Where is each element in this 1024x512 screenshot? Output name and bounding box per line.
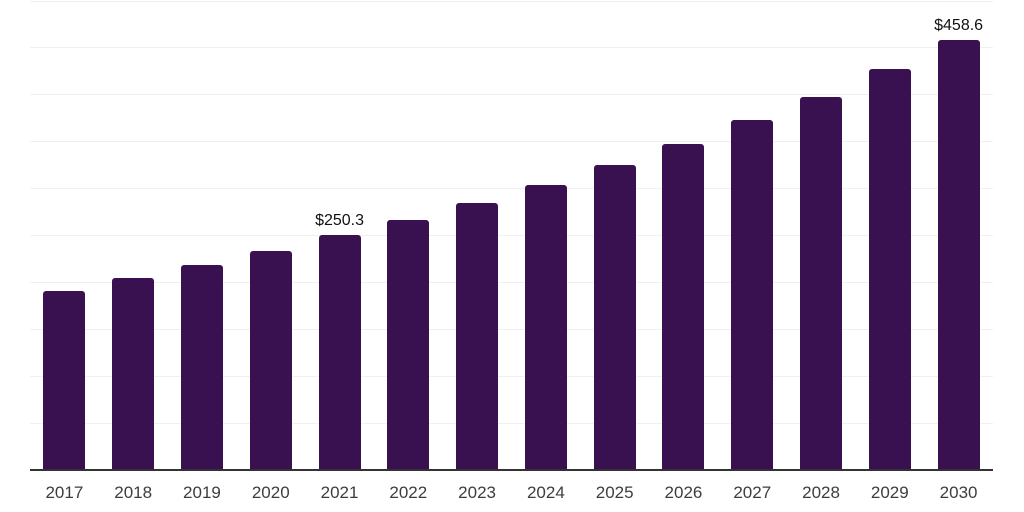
gridline-y-300 <box>30 188 993 190</box>
bar-2019[interactable] <box>180 264 223 470</box>
bar-2028[interactable] <box>800 96 843 470</box>
gridline-y-100 <box>30 375 993 377</box>
bar-2018[interactable] <box>112 278 155 470</box>
x-tick-label-2027: 2027 <box>733 483 772 502</box>
x-tick-label-2023: 2023 <box>458 483 497 502</box>
bar-2023[interactable] <box>456 203 499 470</box>
data-label-2030: $458.6 <box>934 16 984 34</box>
gridline-y-50 <box>30 422 993 424</box>
x-tick-label-2021: 2021 <box>320 483 359 502</box>
bar-2029[interactable] <box>868 69 911 470</box>
bar-2026[interactable] <box>662 143 705 470</box>
x-axis-line <box>30 469 993 471</box>
x-tick-label-2025: 2025 <box>595 483 634 502</box>
bar-2020[interactable] <box>249 250 292 470</box>
gridline-y-200 <box>30 281 993 283</box>
x-tick-label-2018: 2018 <box>114 483 153 502</box>
bar-2024[interactable] <box>524 184 567 470</box>
x-tick-label-2024: 2024 <box>526 483 565 502</box>
x-tick-label-2022: 2022 <box>389 483 428 502</box>
x-tick-label-2030: 2030 <box>939 483 978 502</box>
bar-2017[interactable] <box>43 290 86 470</box>
bar-2030[interactable] <box>937 39 980 470</box>
gridline-y-150 <box>30 328 993 330</box>
x-tick-label-2019: 2019 <box>183 483 221 502</box>
gridline-y-500 <box>30 0 993 2</box>
x-tick-label-2028: 2028 <box>802 483 840 502</box>
gridline-y-350 <box>30 141 993 143</box>
x-tick-label-2029: 2029 <box>870 483 909 502</box>
bar-2021[interactable] <box>318 235 361 470</box>
gridline-y-400 <box>30 94 993 96</box>
x-tick-label-2026: 2026 <box>664 483 703 502</box>
bar-2025[interactable] <box>593 164 636 470</box>
gridline-y-250 <box>30 235 993 236</box>
x-tick-label-2020: 2020 <box>251 483 290 502</box>
gridline-y-450 <box>30 47 993 49</box>
bar-2022[interactable] <box>387 220 430 470</box>
data-label-2021: $250.3 <box>315 212 364 230</box>
x-tick-label-2017: 2017 <box>45 483 84 502</box>
bar-2027[interactable] <box>731 120 774 470</box>
